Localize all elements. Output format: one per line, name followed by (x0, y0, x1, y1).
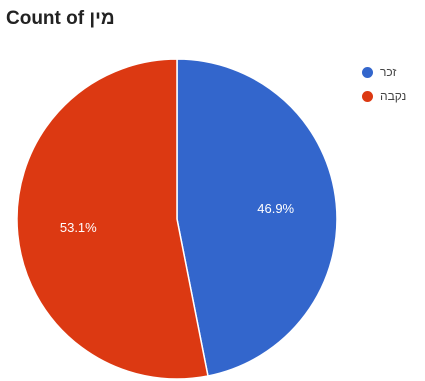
chart-title-prefix: Count of (6, 8, 85, 29)
legend-swatch-female (362, 90, 373, 102)
pie-label-female: 53.1% (60, 220, 97, 235)
legend-item-male[interactable]: זכר (362, 60, 406, 84)
legend: זכר נקבה (362, 60, 406, 108)
pie-slices (16, 58, 338, 380)
pie-labels: 46.9% 53.1% (60, 201, 295, 235)
chart-title-field: מין (89, 8, 115, 29)
chart-title: Count of מין (6, 8, 115, 30)
legend-item-female[interactable]: נקבה (362, 84, 406, 108)
legend-label-male: זכר (380, 65, 397, 79)
pie-slice-female[interactable] (16, 58, 209, 380)
pie-slice-male[interactable] (176, 58, 338, 377)
legend-swatch-male (362, 66, 373, 78)
legend-label-female: נקבה (380, 89, 407, 103)
pie-label-male: 46.9% (257, 201, 294, 216)
